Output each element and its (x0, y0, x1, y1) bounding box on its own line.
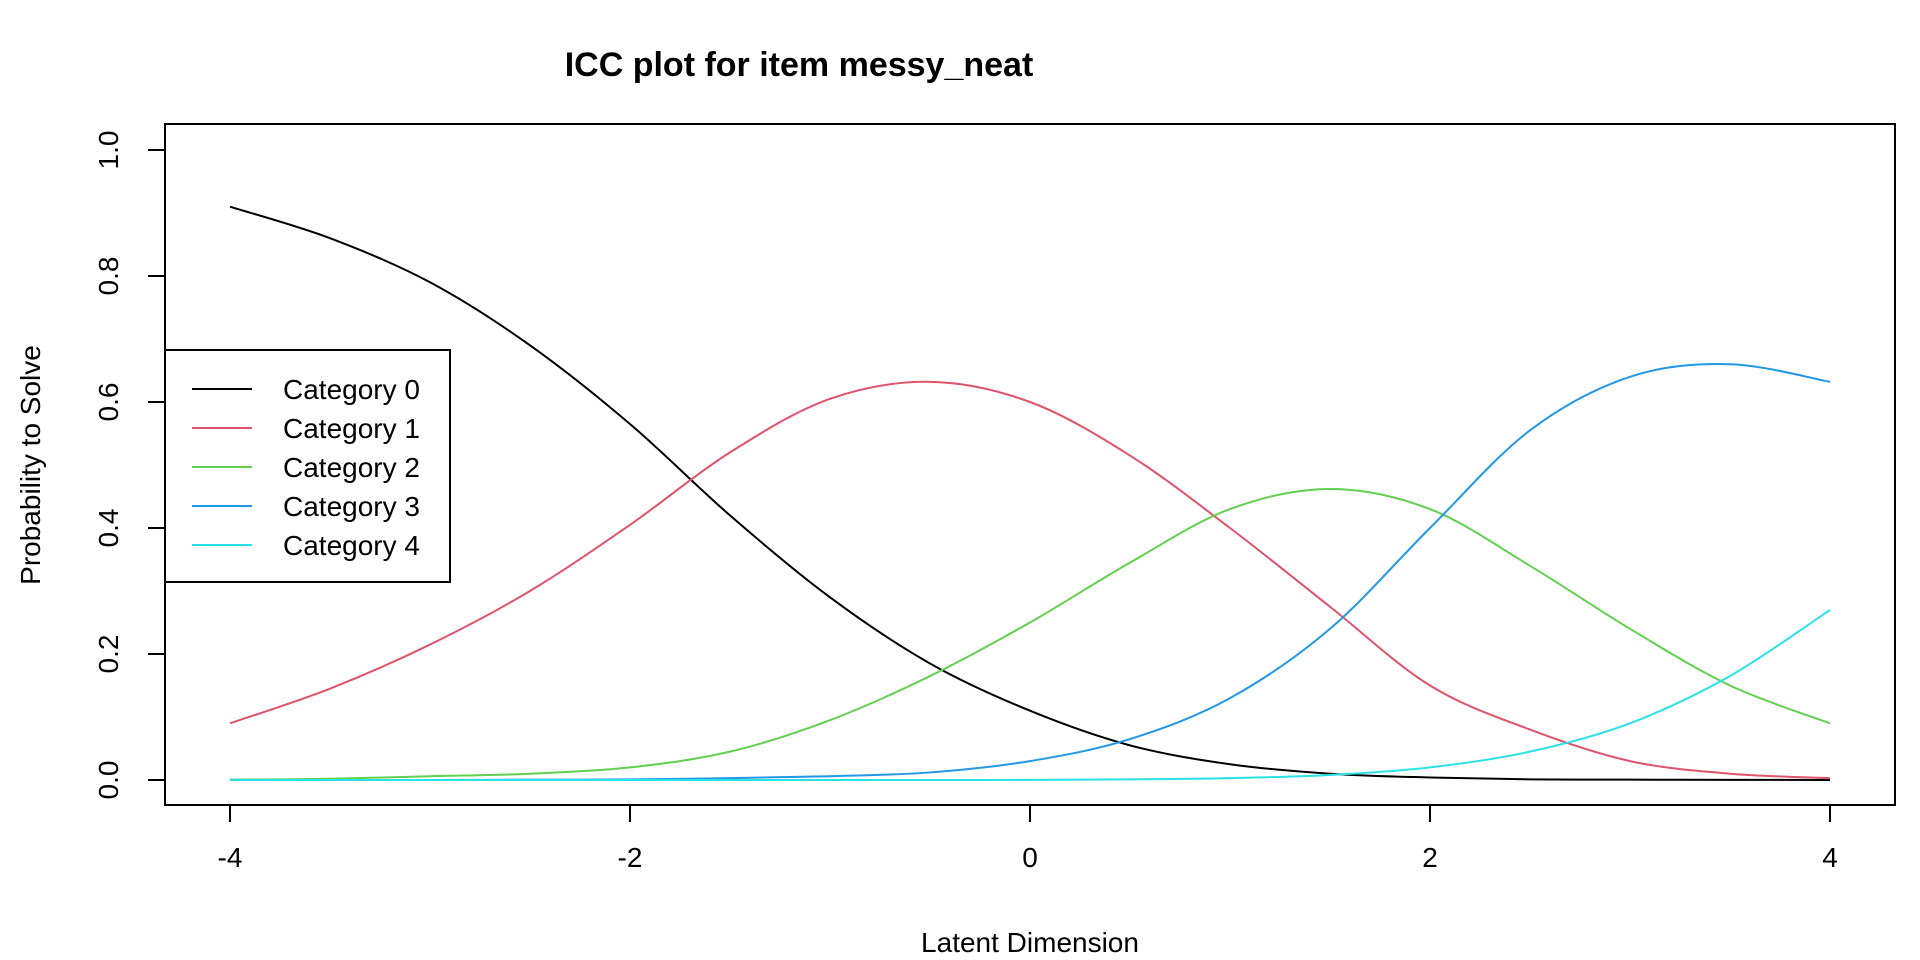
y-tick-label: 1.0 (93, 131, 124, 170)
x-tick-label: 0 (1022, 842, 1038, 873)
series-line-category-4 (230, 609, 1831, 782)
series-line-category-0 (229, 205, 1831, 781)
x-tick-label: 4 (1822, 842, 1838, 873)
series-line-category-1 (229, 380, 1831, 780)
legend-label: Category 1 (283, 413, 420, 444)
x-tick-label: -2 (618, 842, 643, 873)
y-axis-label: Probability to Solve (15, 345, 46, 585)
y-tick-label: 0.6 (93, 383, 124, 422)
y-axis: 0.0 0.2 0.4 0.6 0.8 1.0 (93, 131, 166, 800)
y-tick-label: 0.4 (93, 509, 124, 548)
series-line-category-3 (230, 363, 1831, 782)
series-layer (229, 205, 1831, 782)
legend-label: Category 4 (283, 530, 420, 561)
legend-label: Category 2 (283, 452, 420, 483)
y-tick-label: 0.0 (93, 761, 124, 800)
x-tick-label: 2 (1422, 842, 1438, 873)
y-tick-label: 0.8 (93, 257, 124, 296)
legend: Category 0 Category 1 Category 2 Category 3… (164, 349, 451, 583)
chart-title: ICC plot for item messy_neat (565, 46, 1034, 84)
x-tick-label: -4 (218, 842, 243, 873)
series-line-category-2 (229, 487, 1831, 781)
legend-label: Category 3 (283, 491, 420, 522)
x-axis-label: Latent Dimension (921, 927, 1139, 958)
y-tick-label: 0.2 (93, 635, 124, 674)
legend-label: Category 0 (283, 374, 420, 405)
x-axis: -4 -2 0 2 4 (218, 804, 1838, 873)
